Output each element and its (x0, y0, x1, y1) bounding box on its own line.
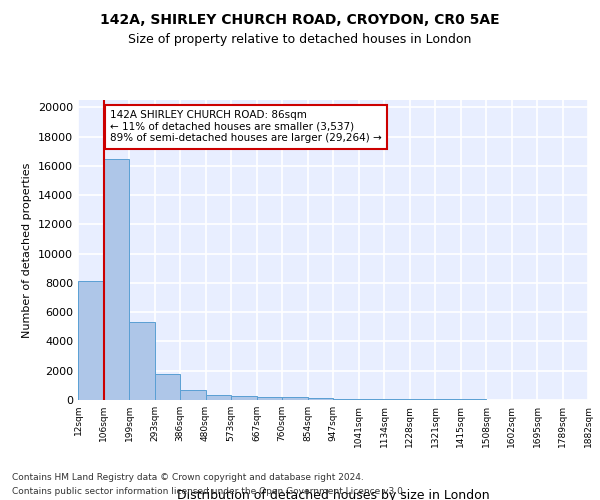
Bar (308, 398, 333, 400)
Bar (333, 398, 359, 400)
Bar (257, 397, 282, 400)
Text: Contains HM Land Registry data © Crown copyright and database right 2024.: Contains HM Land Registry data © Crown c… (12, 472, 364, 482)
Text: Size of property relative to detached houses in London: Size of property relative to detached ho… (128, 32, 472, 46)
Bar (104, 158, 129, 400)
Bar (231, 396, 257, 400)
Bar (78, 282, 104, 400)
Bar (205, 395, 231, 400)
X-axis label: Distribution of detached houses by size in London: Distribution of detached houses by size … (176, 488, 490, 500)
Bar (359, 399, 384, 400)
Bar (180, 390, 205, 400)
Bar (282, 398, 308, 400)
Bar (384, 399, 409, 400)
Text: Contains public sector information licensed under the Open Government Licence v3: Contains public sector information licen… (12, 488, 406, 496)
Bar (129, 322, 155, 400)
Y-axis label: Number of detached properties: Number of detached properties (22, 162, 32, 338)
Text: 142A, SHIRLEY CHURCH ROAD, CROYDON, CR0 5AE: 142A, SHIRLEY CHURCH ROAD, CROYDON, CR0 … (100, 12, 500, 26)
Bar (155, 374, 180, 400)
Text: 142A SHIRLEY CHURCH ROAD: 86sqm
← 11% of detached houses are smaller (3,537)
89%: 142A SHIRLEY CHURCH ROAD: 86sqm ← 11% of… (110, 110, 382, 144)
